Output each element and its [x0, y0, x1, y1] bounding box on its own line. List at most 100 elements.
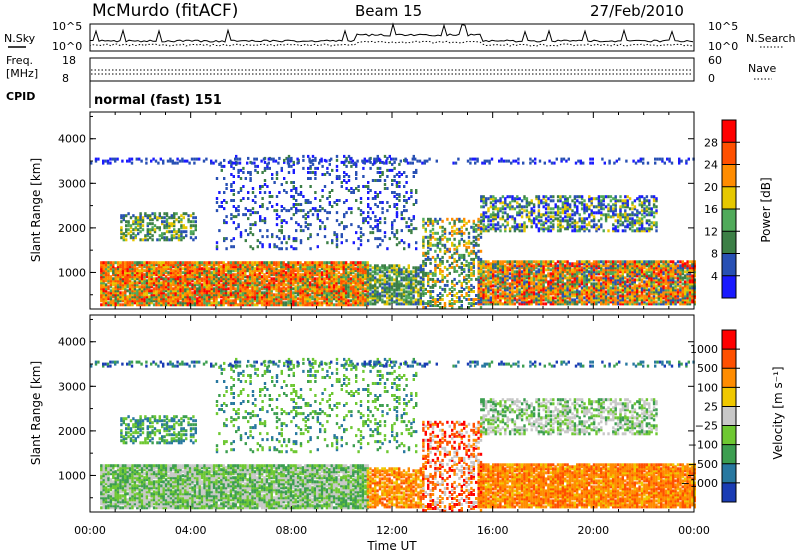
power-cell: [325, 273, 329, 277]
power-cell: [217, 263, 221, 267]
power-cell: [220, 269, 223, 273]
power-cell: [643, 298, 646, 302]
power-cell: [592, 270, 596, 274]
power-cell: [114, 281, 117, 285]
power-cell: [323, 283, 326, 287]
power-cell: [139, 222, 142, 226]
power-cell: [395, 278, 398, 282]
power-cell: [164, 267, 168, 271]
power-cell: [141, 218, 145, 222]
power-cell: [160, 281, 163, 285]
power-cell: [149, 232, 152, 236]
power-cell: [320, 263, 324, 267]
power-cell: [643, 274, 646, 278]
power-cell: [337, 275, 341, 279]
power-cell: [520, 284, 524, 288]
power-cell: [660, 260, 663, 264]
power-cell: [236, 289, 240, 293]
power-cell: [168, 230, 171, 234]
power-cell: [172, 277, 175, 281]
power-cell: [217, 291, 221, 295]
power-cell: [628, 288, 632, 292]
power-cell: [162, 261, 165, 265]
power-cell: [530, 272, 533, 276]
power-cell: [253, 297, 257, 301]
power-cell: [496, 302, 500, 306]
power-cell: [251, 271, 254, 275]
power-cell: [292, 263, 295, 267]
power-cell: [523, 290, 526, 294]
power-cell: [657, 294, 660, 298]
power-cell: [131, 283, 134, 287]
power-cell: [496, 296, 500, 300]
power-cell: [153, 224, 157, 228]
power-cell: [597, 270, 600, 274]
power-cell: [152, 263, 156, 267]
power-cell: [107, 287, 110, 291]
power-cell: [186, 281, 189, 285]
power-cell: [559, 266, 562, 270]
power-cell: [247, 156, 250, 160]
power-cell: [277, 299, 281, 303]
power-cell: [109, 301, 113, 305]
power-cell: [167, 265, 170, 269]
power-cell: [359, 301, 362, 305]
power-cell: [612, 280, 615, 284]
power-cell: [398, 264, 401, 268]
power-cell: [660, 288, 663, 292]
power-cell: [138, 273, 141, 277]
power-cell: [241, 275, 245, 279]
power-cell: [631, 260, 634, 264]
power-cell: [133, 271, 137, 275]
power-cell: [235, 209, 238, 213]
power-cell: [664, 266, 668, 270]
power-cell: [573, 290, 576, 294]
power-cell: [222, 281, 225, 285]
power-cell: [196, 271, 199, 275]
power-cell: [270, 291, 273, 295]
power-cell: [549, 300, 552, 304]
power-cell: [114, 295, 117, 299]
power-cell: [499, 282, 502, 286]
power-cell: [621, 268, 624, 272]
power-cell: [679, 264, 682, 268]
power-cell: [484, 274, 488, 278]
power-cell: [275, 245, 279, 249]
power-cell: [168, 224, 171, 228]
power-cell: [203, 275, 206, 279]
power-cell: [289, 263, 293, 267]
power-cell: [568, 282, 572, 286]
power-cell: [496, 282, 500, 286]
power-cell: [254, 221, 257, 225]
power-cell: [143, 279, 146, 283]
power-cell: [518, 290, 521, 294]
power-cell: [549, 260, 552, 264]
power-cell: [265, 267, 269, 271]
power-cell: [260, 261, 264, 265]
power-cell: [318, 279, 321, 283]
power-cell: [261, 197, 264, 200]
power-cell: [592, 266, 596, 270]
power-cell: [181, 271, 185, 275]
power-cell: [148, 269, 151, 273]
power-cell: [157, 285, 161, 289]
power-cell: [320, 283, 324, 287]
power-cell: [650, 300, 653, 304]
power-cell: [239, 271, 242, 275]
power-cell: [188, 281, 192, 285]
power-cell: [145, 301, 149, 305]
power-cell: [667, 302, 670, 306]
power-cell: [400, 284, 403, 288]
power-cell: [186, 301, 189, 305]
power-cell: [676, 274, 680, 278]
power-cell: [246, 281, 249, 285]
power-cell: [173, 228, 176, 232]
power-cell: [571, 274, 574, 278]
power-cell: [626, 294, 629, 298]
power-cell: [236, 283, 240, 287]
power-cell: [484, 278, 488, 282]
power-cell: [402, 300, 406, 304]
power-cell: [667, 298, 670, 302]
power-cell: [585, 266, 588, 270]
power-cell: [104, 287, 108, 291]
